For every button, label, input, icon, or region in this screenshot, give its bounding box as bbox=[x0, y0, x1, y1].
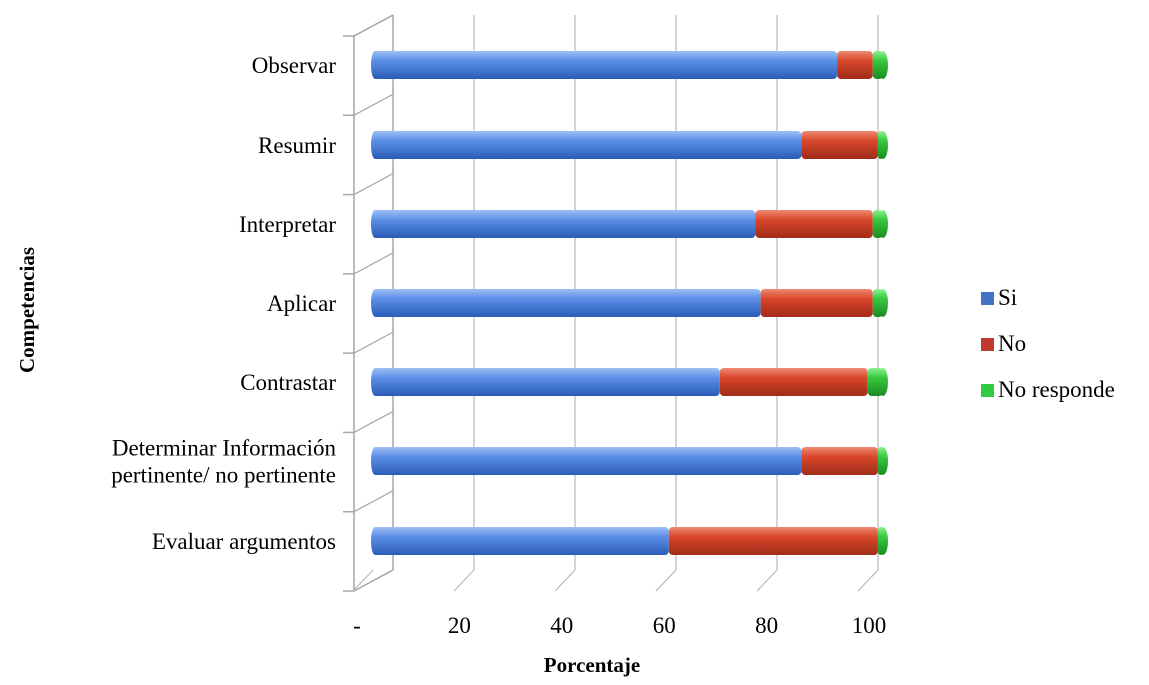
bar-end-cap bbox=[878, 447, 888, 475]
category-label: Contrastar bbox=[240, 370, 336, 395]
category-label: Evaluar argumentos bbox=[152, 529, 336, 554]
wall-grid-line bbox=[353, 410, 394, 433]
bar-end-cap bbox=[878, 210, 888, 238]
bar-group bbox=[371, 210, 888, 238]
legend-swatch bbox=[981, 338, 994, 351]
bar-segment bbox=[373, 527, 669, 555]
wall-grid-line bbox=[353, 173, 394, 196]
category-label: Resumir bbox=[258, 133, 336, 158]
floor-gridline bbox=[453, 569, 475, 592]
bar-segment bbox=[373, 131, 802, 159]
floor-gridline bbox=[352, 569, 374, 592]
y-axis-title: Competencias bbox=[15, 247, 39, 373]
bar-end-cap bbox=[878, 289, 888, 317]
category-label-line: Aplicar bbox=[267, 291, 336, 316]
bar-end-cap bbox=[878, 368, 888, 396]
bar-group bbox=[371, 447, 888, 475]
bar-end-cap bbox=[878, 51, 888, 79]
legend-swatch bbox=[981, 292, 994, 305]
category-label-line: Interpretar bbox=[239, 212, 336, 237]
bar-segment bbox=[801, 131, 878, 159]
category-label: Observar bbox=[252, 53, 337, 78]
legend-swatch bbox=[981, 384, 994, 397]
floor-gridline bbox=[655, 569, 677, 592]
bar-start-cap bbox=[371, 131, 379, 159]
bars bbox=[371, 51, 888, 555]
bar-group bbox=[371, 527, 888, 555]
x-tick-label: 60 bbox=[653, 613, 676, 638]
bar-segment bbox=[801, 447, 878, 475]
wall-grid-line bbox=[353, 252, 394, 275]
bar-segment bbox=[755, 210, 873, 238]
category-label-line: Contrastar bbox=[240, 370, 336, 395]
bar-end-cap bbox=[878, 131, 888, 159]
category-label: Interpretar bbox=[239, 212, 336, 237]
category-label: Determinar Información pertinente/ no per… bbox=[111, 436, 336, 488]
wall-grid-line bbox=[353, 93, 394, 116]
bar-segment bbox=[668, 527, 878, 555]
bar-group bbox=[371, 289, 888, 317]
legend-label: No bbox=[998, 331, 1026, 356]
category-label-line: Determinar Información bbox=[112, 436, 337, 461]
bar-group bbox=[371, 51, 888, 79]
bar-start-cap bbox=[371, 51, 379, 79]
bar-start-cap bbox=[371, 447, 379, 475]
wall-grid-line bbox=[353, 490, 394, 513]
bar-segment bbox=[373, 210, 756, 238]
category-label-line: Evaluar argumentos bbox=[152, 529, 336, 554]
floor-gridline bbox=[756, 569, 778, 592]
bar-segment bbox=[719, 368, 868, 396]
legend-label: Si bbox=[998, 285, 1017, 310]
category-label: Aplicar bbox=[267, 291, 336, 316]
x-tick-labels: - 20 40 60 80 100 bbox=[353, 613, 886, 638]
bar-start-cap bbox=[371, 210, 379, 238]
bar-segment bbox=[373, 368, 720, 396]
category-label-line: Resumir bbox=[258, 133, 336, 158]
bar-start-cap bbox=[371, 527, 379, 555]
wall-grid-line bbox=[353, 331, 394, 354]
bar-segment bbox=[373, 447, 802, 475]
wall-grid-line bbox=[353, 569, 394, 592]
category-labels: Observar Resumir Interpretar Aplicar Contras… bbox=[111, 53, 336, 554]
bar-segment bbox=[373, 51, 838, 79]
bar-segment bbox=[760, 289, 873, 317]
x-axis-title: Porcentaje bbox=[544, 653, 640, 677]
floor-gridline bbox=[554, 569, 576, 592]
x-tick-label: 40 bbox=[550, 613, 573, 638]
bar-group bbox=[371, 131, 888, 159]
x-tick-label: - bbox=[353, 613, 361, 638]
bar-segment bbox=[837, 51, 873, 79]
wall-grid-line bbox=[353, 14, 394, 37]
x-tick-label: 100 bbox=[852, 613, 887, 638]
legend-label: No responde bbox=[998, 377, 1115, 402]
legend: Si No No responde bbox=[981, 285, 1115, 402]
bar-group bbox=[371, 368, 888, 396]
category-label-line: pertinente/ no pertinente bbox=[111, 463, 336, 488]
category-label-line: Observar bbox=[252, 53, 337, 78]
x-tick-label: 80 bbox=[755, 613, 778, 638]
x-tick-label: 20 bbox=[448, 613, 471, 638]
bar-segment bbox=[373, 289, 761, 317]
bar-start-cap bbox=[371, 289, 379, 317]
bar-end-cap bbox=[878, 527, 888, 555]
floor-gridline bbox=[857, 569, 879, 592]
bar-start-cap bbox=[371, 368, 379, 396]
